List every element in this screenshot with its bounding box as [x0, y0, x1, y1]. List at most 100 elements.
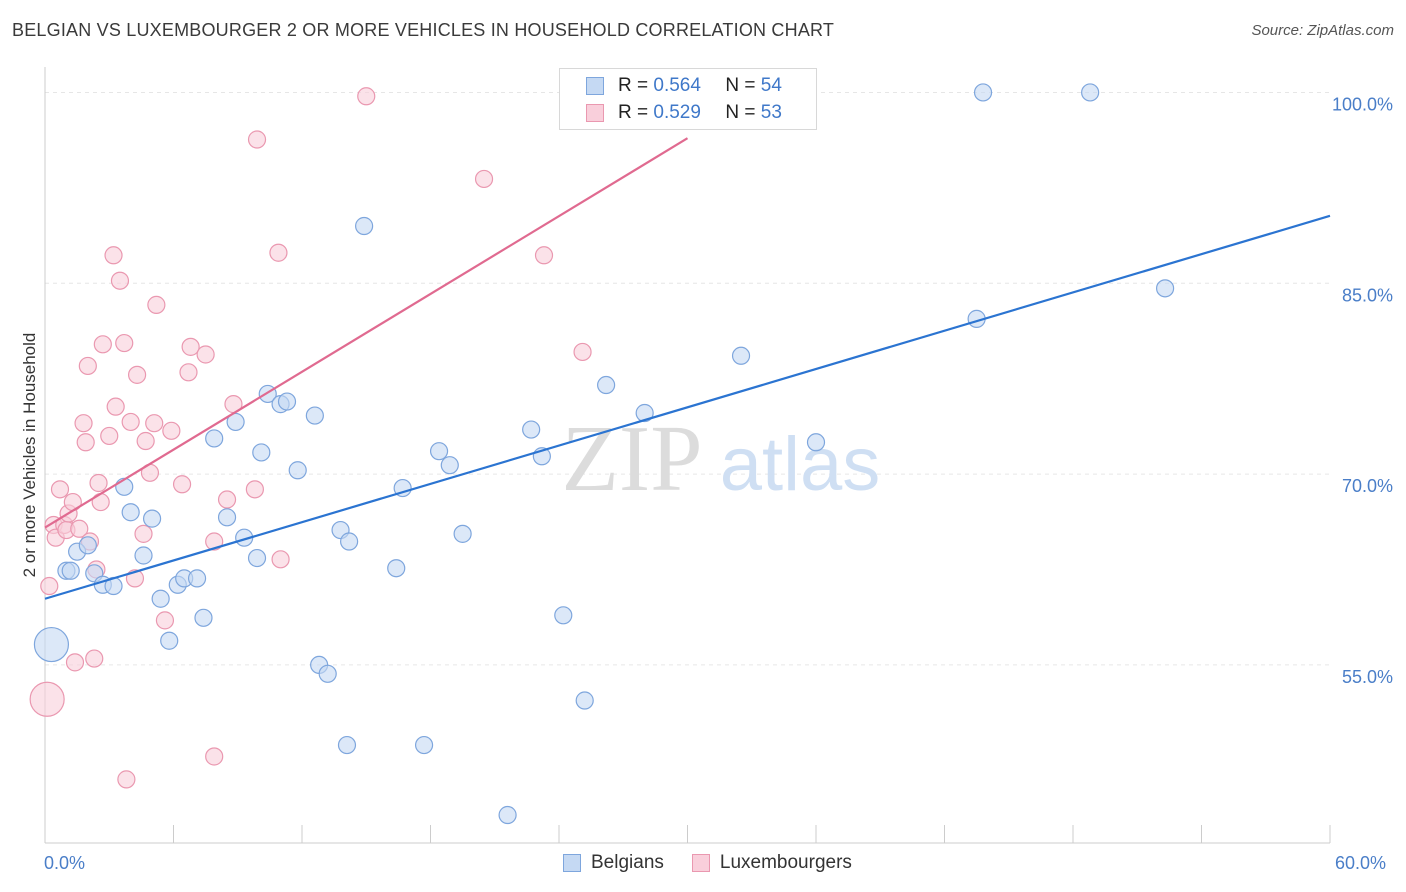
- source-label: Source: ZipAtlas.com: [1251, 22, 1394, 39]
- belgians-point: [806, 433, 826, 452]
- luxembourgers-point: [117, 770, 136, 789]
- belgians-legend-swatch: [563, 854, 581, 872]
- belgians-point: [142, 509, 162, 528]
- belgians-point: [115, 477, 134, 496]
- correlation-row-belgians: R = 0.564 N = 54: [586, 73, 782, 99]
- x-tick-label-min: 0.0%: [44, 853, 86, 873]
- belgians-point: [575, 691, 594, 710]
- chart-title: BELGIAN VS LUXEMBOURGER 2 OR MORE VEHICL…: [12, 20, 835, 40]
- luxembourgers-point: [76, 433, 95, 452]
- series-legend: Belgians Luxembourgers: [563, 852, 880, 874]
- belgians-point: [973, 83, 993, 102]
- belgians-trend-line: [44, 214, 1331, 600]
- luxembourgers-trend-line: [44, 137, 689, 529]
- watermark-atlas: atlas: [720, 422, 881, 507]
- n-value: 54: [760, 75, 782, 96]
- belgians-point: [252, 443, 271, 462]
- belgians-point: [217, 508, 237, 527]
- r-value: 0.564: [653, 75, 701, 96]
- luxembourgers-legend-swatch: [691, 854, 710, 872]
- luxembourgers-point: [474, 169, 494, 189]
- belgians-point: [33, 626, 70, 663]
- correlation-legend: R = 0.564 N = 54 R = 0.529 N = 53: [559, 68, 817, 130]
- luxembourgers-swatch: [586, 104, 604, 122]
- r-label: R =: [618, 102, 649, 123]
- y-tick-label: 100.0%: [1332, 94, 1393, 114]
- luxembourgers-point: [65, 653, 85, 672]
- luxembourgers-point: [85, 649, 104, 668]
- luxembourgers-point: [147, 295, 166, 314]
- belgians-point: [151, 589, 170, 608]
- luxembourgers-point: [89, 473, 108, 493]
- luxembourgers-point: [104, 246, 123, 265]
- luxembourgers-points: [29, 87, 592, 789]
- luxembourgers-point: [50, 480, 70, 499]
- belgians-point: [277, 392, 297, 411]
- belgians-point: [337, 735, 357, 755]
- belgians-point: [1155, 279, 1175, 298]
- legend-item-luxembourgers[interactable]: Luxembourgers: [691, 852, 852, 874]
- luxembourgers-point: [106, 397, 125, 416]
- r-value: 0.529: [653, 102, 701, 123]
- luxembourgers-point: [145, 414, 164, 433]
- r-label: R =: [618, 75, 649, 96]
- belgians-point: [498, 805, 517, 825]
- luxembourgers-point: [29, 681, 65, 717]
- belgians-point: [429, 442, 449, 461]
- belgians-point: [194, 608, 213, 627]
- n-label: N =: [725, 102, 756, 123]
- belgians-point: [305, 406, 324, 425]
- belgians-point: [187, 569, 207, 588]
- legend-item-belgians[interactable]: Belgians: [563, 852, 664, 874]
- belgians-point: [453, 524, 472, 543]
- luxembourgers-point: [573, 342, 592, 362]
- x-tick-label-max: 60.0%: [1335, 853, 1387, 873]
- belgians-point: [226, 412, 245, 432]
- luxembourgers-point: [70, 519, 89, 538]
- belgians-point: [121, 503, 140, 522]
- belgians-point: [635, 403, 654, 423]
- luxembourgers-point: [247, 130, 267, 149]
- y-tick-labels: 55.0% 70.0% 85.0% 100.0%: [1332, 94, 1393, 686]
- n-label: N =: [725, 75, 756, 96]
- luxembourgers-point: [40, 576, 59, 596]
- belgians-point: [78, 536, 97, 555]
- belgians-point: [597, 375, 616, 395]
- legend-label-belgians: Belgians: [591, 852, 664, 873]
- watermark-zip: ZIP: [562, 407, 703, 511]
- luxembourgers-point: [245, 480, 264, 499]
- belgians-point: [387, 559, 406, 578]
- trend-lines: [44, 137, 1331, 600]
- belgians-points: [33, 83, 1175, 825]
- luxembourgers-point: [115, 333, 134, 353]
- legend-label-luxembourgers: Luxembourgers: [719, 852, 852, 873]
- luxembourgers-point: [217, 490, 237, 509]
- luxembourgers-point: [134, 524, 153, 543]
- n-value: 53: [760, 102, 782, 123]
- luxembourgers-point: [155, 611, 175, 630]
- belgians-point: [134, 546, 153, 565]
- belgians-point: [731, 346, 751, 365]
- belgians-point: [61, 561, 80, 580]
- belgians-point: [160, 631, 179, 650]
- belgians-point: [440, 456, 459, 475]
- luxembourgers-point: [172, 475, 192, 494]
- belgians-point: [318, 664, 337, 683]
- belgians-point: [288, 461, 307, 480]
- y-tick-label: 55.0%: [1342, 667, 1393, 687]
- luxembourgers-point: [205, 532, 224, 551]
- luxembourgers-point: [136, 431, 155, 451]
- luxembourgers-point: [196, 345, 215, 364]
- luxembourgers-point: [179, 363, 198, 382]
- luxembourgers-point: [271, 550, 290, 569]
- luxembourgers-point: [269, 243, 288, 262]
- y-tick-label: 70.0%: [1342, 476, 1393, 496]
- belgians-point: [522, 420, 541, 439]
- watermark: ZIP atlas: [562, 407, 881, 511]
- luxembourgers-point: [74, 414, 93, 433]
- y-tick-label: 85.0%: [1342, 285, 1393, 305]
- belgians-point: [340, 532, 359, 551]
- gridlines: [45, 91, 1330, 666]
- luxembourgers-point: [78, 356, 97, 376]
